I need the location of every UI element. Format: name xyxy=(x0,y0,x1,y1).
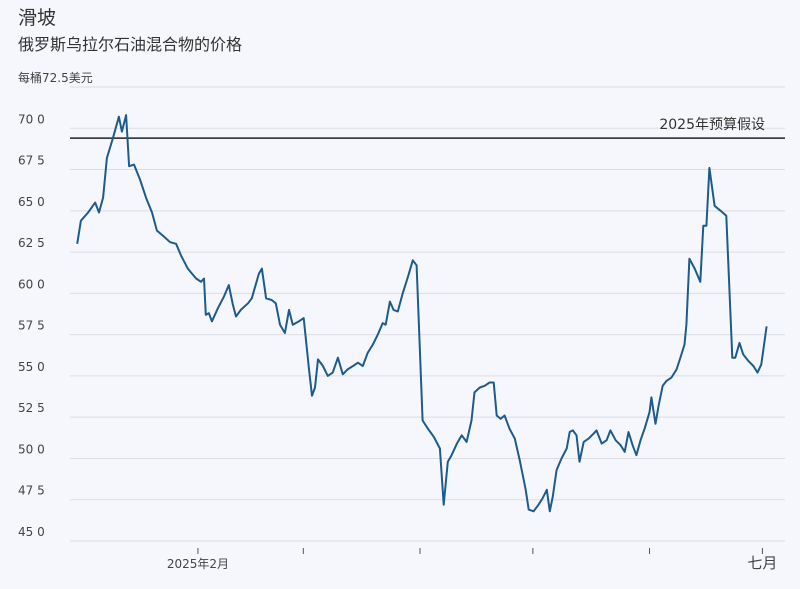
chart-subtitle: 俄罗斯乌拉尔石油混合物的价格 xyxy=(18,35,242,54)
y-tick-label: 60 0 xyxy=(18,277,45,291)
price-line xyxy=(76,114,768,513)
y-tick-label: 57 5 xyxy=(18,319,45,333)
y-tick-label: 65 0 xyxy=(18,195,45,209)
x-tick-label: 七月 xyxy=(747,554,777,572)
y-tick-label: 每桶72.5美元 xyxy=(18,70,93,85)
y-tick-label: 62 5 xyxy=(18,236,45,250)
y-tick-label: 67 5 xyxy=(18,154,45,168)
y-tick-label: 52 5 xyxy=(18,401,45,415)
reference-label: 2025年预算假设 xyxy=(659,117,765,133)
x-tick-label: 2025年2月 xyxy=(167,557,229,571)
y-tick-label: 47 5 xyxy=(18,484,45,498)
y-tick-label: 55 0 xyxy=(18,360,45,374)
y-tick-label: 45 0 xyxy=(18,525,45,539)
y-tick-label: 70 0 xyxy=(18,112,45,126)
y-tick-label: 50 0 xyxy=(18,442,45,456)
chart-title: 滑坡 xyxy=(18,7,56,29)
